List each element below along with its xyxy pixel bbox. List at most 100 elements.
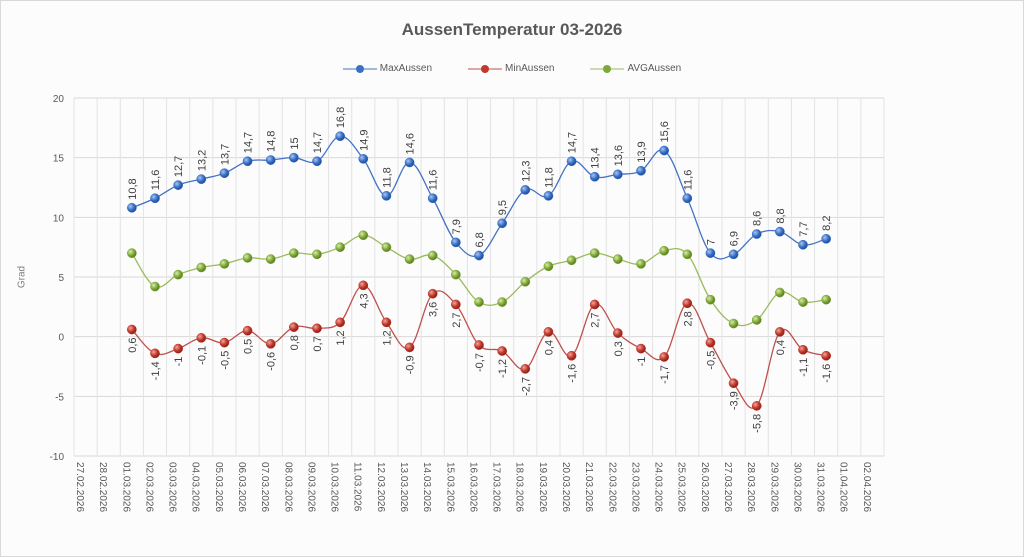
data-point-max[interactable] — [127, 202, 137, 213]
data-point-min[interactable] — [775, 327, 785, 337]
data-point-min[interactable] — [659, 352, 669, 362]
data-point-min[interactable] — [358, 280, 369, 291]
data-point-min[interactable] — [705, 337, 716, 348]
data-point-min[interactable] — [474, 340, 484, 350]
data-point-avg[interactable] — [682, 249, 693, 260]
data-point-avg[interactable] — [335, 242, 345, 253]
data-point-max[interactable] — [451, 237, 461, 248]
data-point-max[interactable] — [242, 156, 253, 167]
data-point-max[interactable] — [659, 145, 669, 156]
data-point-avg[interactable] — [150, 281, 160, 292]
data-point-avg[interactable] — [381, 242, 392, 253]
data-point-max[interactable] — [196, 174, 207, 184]
data-point-min[interactable] — [381, 317, 392, 328]
data-point-min[interactable] — [335, 317, 345, 328]
data-point-min[interactable] — [127, 324, 137, 335]
data-point-min[interactable] — [566, 350, 577, 361]
data-point-max[interactable] — [543, 191, 554, 201]
data-point-max[interactable] — [775, 226, 785, 237]
data-point-avg[interactable] — [404, 254, 415, 264]
data-point-max[interactable] — [497, 218, 507, 229]
data-point-avg[interactable] — [451, 269, 461, 280]
data-point-max[interactable] — [636, 165, 646, 176]
data-point-max[interactable] — [358, 154, 369, 164]
data-point-avg[interactable] — [173, 269, 183, 280]
data-point-min[interactable] — [265, 338, 276, 349]
data-point-max[interactable] — [312, 156, 322, 167]
data-point-min[interactable] — [173, 343, 183, 354]
data-point-avg[interactable] — [636, 259, 646, 269]
data-point-max[interactable] — [682, 193, 693, 204]
data-point-min[interactable] — [312, 323, 322, 334]
data-point-avg[interactable] — [613, 254, 623, 264]
data-label-min: 3,6 — [428, 302, 440, 317]
data-point-min[interactable] — [751, 401, 762, 411]
data-point-max[interactable] — [821, 233, 831, 244]
data-point-max[interactable] — [427, 193, 438, 204]
data-point-avg[interactable] — [728, 318, 739, 329]
data-point-avg[interactable] — [589, 248, 600, 258]
data-point-avg[interactable] — [566, 255, 577, 266]
data-point-max[interactable] — [589, 171, 600, 182]
data-point-avg[interactable] — [427, 250, 438, 261]
data-point-max[interactable] — [289, 152, 299, 163]
data-point-avg[interactable] — [312, 249, 322, 260]
data-point-avg[interactable] — [497, 297, 507, 307]
data-point-avg[interactable] — [127, 248, 137, 258]
data-point-avg[interactable] — [358, 230, 369, 241]
data-point-min[interactable] — [520, 364, 531, 374]
data-point-min[interactable] — [798, 344, 808, 355]
data-point-min[interactable] — [451, 299, 461, 310]
data-point-max[interactable] — [173, 180, 183, 190]
y-tick-label: 15 — [53, 154, 65, 165]
data-point-min[interactable] — [636, 343, 646, 354]
data-point-max[interactable] — [705, 248, 716, 258]
data-point-min[interactable] — [543, 327, 554, 337]
data-label-max: 10,8 — [127, 178, 139, 199]
data-point-max[interactable] — [751, 229, 762, 239]
data-point-min[interactable] — [196, 333, 207, 343]
legend-item-min[interactable]: MinAussen — [468, 63, 554, 74]
data-point-max[interactable] — [474, 250, 484, 261]
data-point-min[interactable] — [242, 325, 253, 336]
data-point-min[interactable] — [289, 322, 299, 332]
data-point-avg[interactable] — [242, 253, 253, 263]
data-point-max[interactable] — [150, 193, 160, 204]
data-point-min[interactable] — [821, 350, 831, 361]
data-point-avg[interactable] — [775, 287, 785, 298]
data-point-min[interactable] — [219, 337, 230, 348]
data-point-avg[interactable] — [798, 297, 808, 307]
data-point-max[interactable] — [613, 169, 623, 180]
data-point-min[interactable] — [613, 328, 623, 338]
data-point-min[interactable] — [404, 342, 415, 353]
data-point-avg[interactable] — [821, 294, 831, 305]
data-point-min[interactable] — [728, 378, 739, 389]
data-point-avg[interactable] — [196, 262, 207, 273]
data-point-max[interactable] — [798, 239, 808, 250]
data-point-max[interactable] — [335, 131, 345, 142]
data-point-avg[interactable] — [543, 261, 554, 272]
data-point-min[interactable] — [150, 348, 160, 359]
data-point-avg[interactable] — [705, 294, 716, 305]
data-point-avg[interactable] — [219, 259, 230, 269]
data-point-avg[interactable] — [265, 254, 276, 264]
data-point-min[interactable] — [497, 346, 507, 356]
data-point-max[interactable] — [265, 155, 276, 165]
data-point-max[interactable] — [381, 191, 392, 201]
legend-item-max[interactable]: MaxAussen — [342, 63, 432, 74]
data-point-max[interactable] — [728, 249, 739, 260]
data-label-max: 13,2 — [196, 150, 208, 171]
data-point-max[interactable] — [219, 168, 230, 179]
data-point-max[interactable] — [520, 185, 531, 195]
data-point-avg[interactable] — [289, 248, 299, 258]
legend-item-avg[interactable]: AVGAussen — [590, 63, 681, 74]
data-point-max[interactable] — [566, 156, 577, 167]
data-point-min[interactable] — [427, 288, 438, 299]
data-point-avg[interactable] — [751, 315, 762, 325]
data-point-avg[interactable] — [520, 276, 531, 287]
data-point-max[interactable] — [404, 157, 415, 168]
data-point-avg[interactable] — [659, 245, 669, 256]
data-point-avg[interactable] — [474, 297, 484, 307]
data-point-min[interactable] — [589, 299, 600, 310]
data-point-min[interactable] — [682, 298, 693, 309]
